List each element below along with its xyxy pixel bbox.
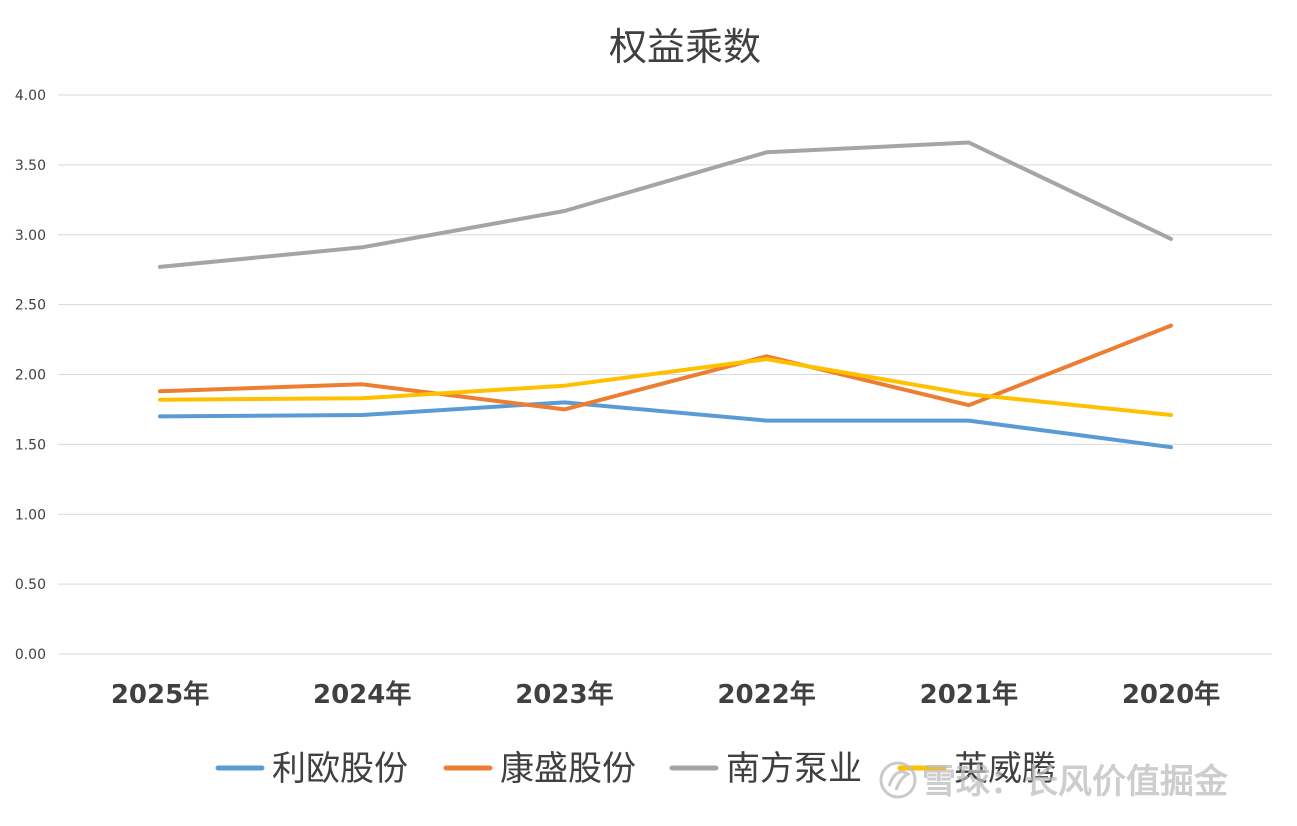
x-tick-label: 2025年 [111, 679, 209, 710]
y-tick-label: 1.00 [15, 507, 46, 523]
x-tick-label: 2022年 [717, 679, 815, 710]
series-line-4 [158, 357, 1173, 417]
watermark-text: 雪球：长风价值掘金 [922, 762, 1229, 802]
gridlines [58, 94, 1272, 655]
y-tick-label: 0.00 [15, 647, 46, 663]
x-tick-label: 2021年 [920, 679, 1018, 710]
x-tick-label: 2020年 [1122, 679, 1220, 710]
legend-label: 南方泵业 [726, 749, 862, 789]
y-tick-label: 0.50 [15, 577, 46, 593]
y-tick-label: 2.00 [15, 368, 46, 384]
legend-label: 利欧股份 [272, 749, 408, 789]
x-axis-tick-labels: 2025年 2024年 2023年 2022年 2021年 2020年 [111, 679, 1220, 710]
x-tick-label: 2024年 [313, 679, 411, 710]
legend: 利欧股份 康盛股份 南方泵业 英威腾 [215, 749, 1056, 789]
series-line-3 [158, 140, 1173, 269]
legend-label: 康盛股份 [500, 749, 636, 789]
chart-title: 权益乘数 [609, 25, 761, 69]
y-tick-label: 4.00 [15, 88, 46, 104]
series-line-1 [158, 400, 1173, 450]
series-line-2 [158, 323, 1173, 412]
snowball-logo-icon [879, 761, 917, 799]
y-tick-label: 2.50 [15, 298, 46, 314]
x-tick-label: 2023年 [515, 679, 613, 710]
y-axis-tick-labels: 0.00 0.50 1.00 1.50 2.00 2.50 3.00 3.50 4.00 [15, 88, 46, 663]
legend-label: 英威腾 [954, 749, 1056, 789]
y-tick-label: 1.50 [15, 437, 46, 453]
series-lines [158, 140, 1173, 450]
y-tick-label: 3.50 [15, 158, 46, 174]
watermark: 雪球：长风价值掘金 [879, 761, 1229, 802]
y-tick-label: 3.00 [15, 228, 46, 244]
